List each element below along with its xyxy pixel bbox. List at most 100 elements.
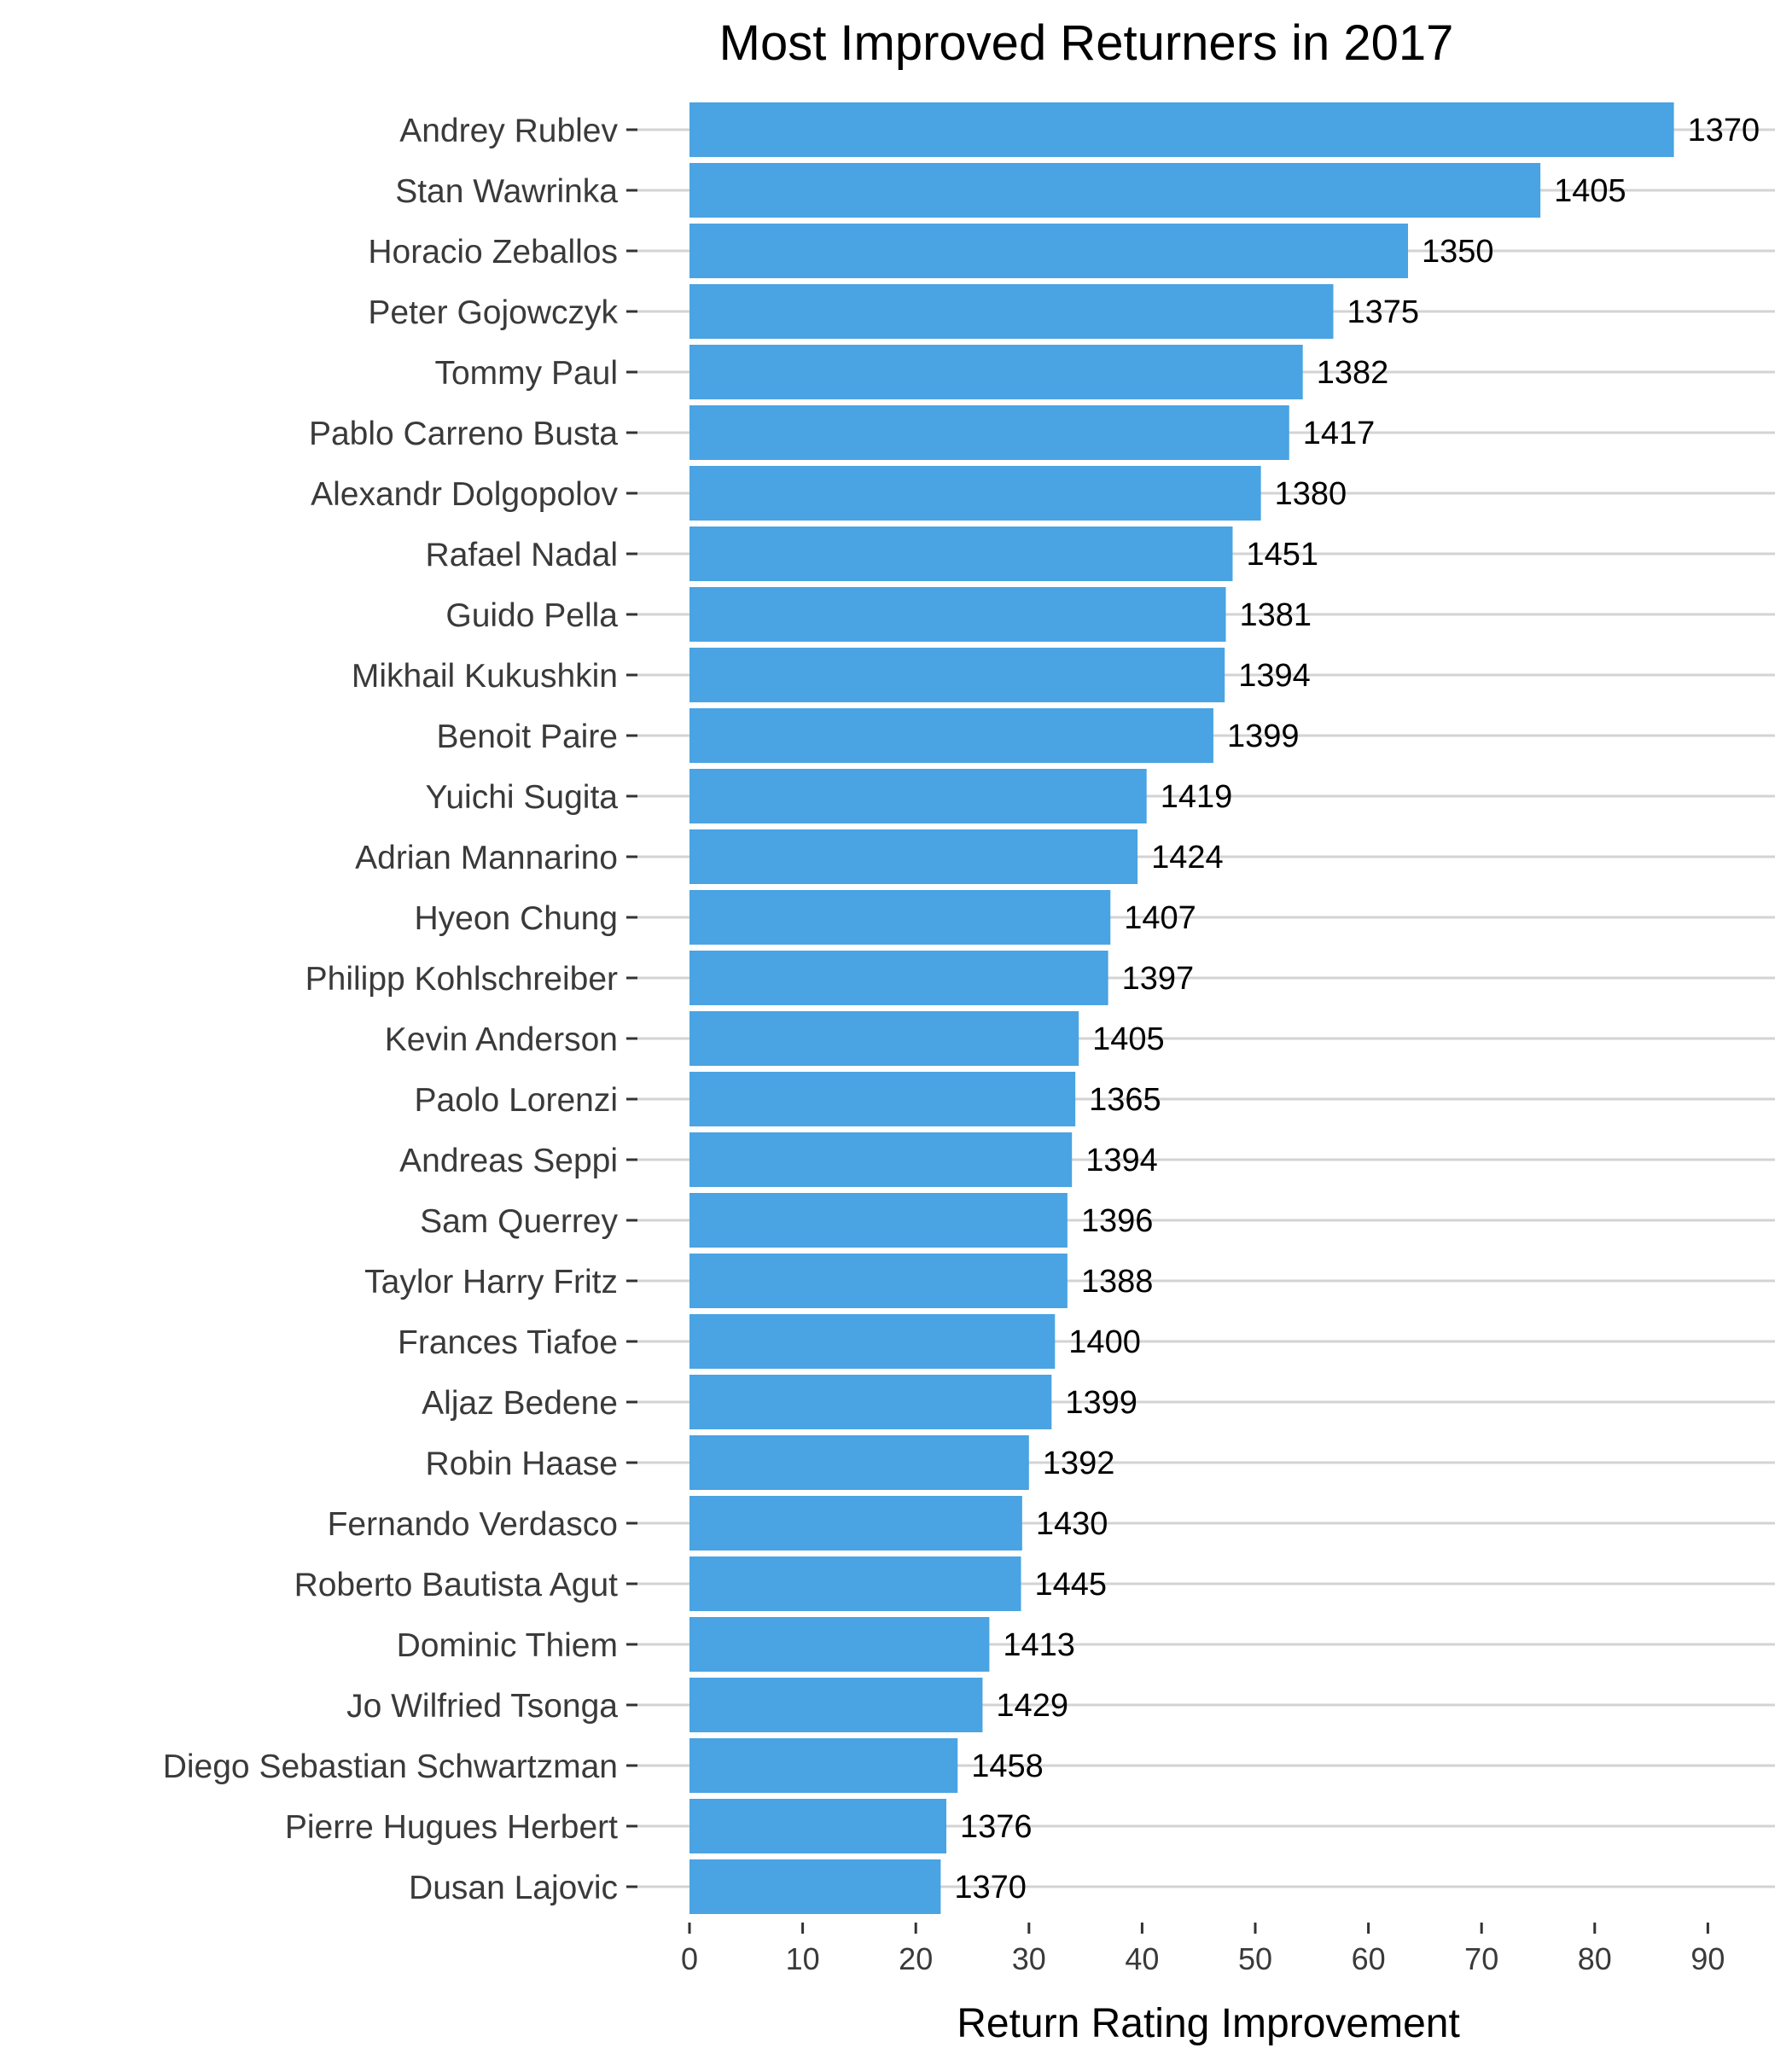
x-tick-label: 90 (1690, 1941, 1725, 1976)
data-label: 1429 (996, 1688, 1068, 1724)
bar (689, 405, 1289, 460)
x-tick-label: 60 (1352, 1941, 1386, 1976)
y-tick-label: Andrey Rublev (399, 113, 618, 149)
data-label: 1397 (1122, 961, 1195, 997)
x-tick-label: 30 (1012, 1941, 1046, 1976)
y-axis: Andrey Rublev Stan Wawrinka Horacio Zeball… (163, 113, 637, 1906)
y-tick-label: Horacio Zeballos (368, 234, 618, 271)
data-label: 1399 (1227, 719, 1300, 754)
y-tick-label: Benoit Paire (437, 719, 618, 755)
bar (689, 1799, 947, 1853)
data-label: 1413 (1003, 1627, 1075, 1663)
data-label: 1392 (1043, 1446, 1115, 1481)
bar (689, 829, 1138, 884)
y-tick-label: Roberto Bautista Agut (294, 1567, 619, 1603)
chart-title: Most Improved Returners in 2017 (719, 15, 1454, 71)
x-axis: 0 10 20 30 40 50 60 70 80 90 (681, 1923, 1725, 1976)
y-tick-label: Dominic Thiem (397, 1627, 618, 1664)
x-tick-label: 70 (1464, 1941, 1498, 1976)
y-tick-label: Yuichi Sugita (426, 779, 619, 816)
x-axis-title: Return Rating Improvement (957, 2001, 1460, 2046)
bar (689, 1132, 1073, 1187)
data-label: 1405 (1554, 173, 1626, 209)
data-label: 1407 (1124, 900, 1196, 936)
bar (689, 1859, 941, 1914)
bar (689, 769, 1147, 823)
bar (689, 1314, 1056, 1369)
bar (689, 102, 1674, 157)
data-label: 1396 (1081, 1203, 1154, 1239)
y-tick-label: Alexandr Dolgopolov (311, 476, 618, 513)
x-tick-label: 10 (786, 1941, 820, 1976)
y-tick-label: Pierre Hugues Herbert (285, 1809, 618, 1846)
x-tick-label: 20 (899, 1941, 933, 1976)
x-tick-label: 80 (1578, 1941, 1612, 1976)
data-label: 1445 (1035, 1567, 1108, 1603)
data-label: 1370 (954, 1870, 1027, 1905)
bar (689, 1738, 958, 1793)
bar (689, 224, 1409, 278)
data-label: 1430 (1036, 1506, 1108, 1542)
y-tick-label: Paolo Lorenzi (415, 1082, 619, 1119)
y-tick-label: Frances Tiafoe (398, 1324, 618, 1361)
bars (689, 102, 1674, 1914)
y-tick-label: Jo Wilfried Tsonga (346, 1688, 618, 1725)
bar (689, 163, 1541, 218)
bar (689, 1254, 1068, 1308)
bar (689, 1678, 983, 1732)
y-tick-label: Rafael Nadal (426, 537, 618, 573)
y-tick-label: Aljaz Bedene (422, 1385, 618, 1422)
y-tick-label: Hyeon Chung (415, 900, 619, 937)
data-label: 1458 (971, 1748, 1044, 1784)
y-tick-label: Diego Sebastian Schwartzman (163, 1748, 618, 1785)
data-label: 1350 (1422, 234, 1494, 270)
bar (689, 1375, 1052, 1429)
bar (689, 1617, 990, 1672)
data-label: 1381 (1240, 597, 1312, 633)
bar (689, 284, 1334, 339)
bar (689, 587, 1226, 642)
bar (689, 1496, 1022, 1551)
y-tick-label: Pablo Carreno Busta (309, 416, 618, 452)
data-label: 1417 (1303, 416, 1376, 451)
data-label: 1394 (1238, 658, 1311, 694)
y-tick-label: Taylor Harry Fritz (364, 1264, 618, 1300)
data-label: 1370 (1688, 113, 1760, 148)
bar (689, 345, 1303, 399)
y-tick-label: Peter Gojowczyk (368, 294, 618, 331)
x-tick-label: 50 (1238, 1941, 1272, 1976)
y-tick-label: Guido Pella (445, 597, 618, 634)
bar (689, 1193, 1068, 1248)
bar (689, 466, 1261, 521)
data-label: 1394 (1085, 1143, 1158, 1178)
y-tick-label: Andreas Seppi (399, 1143, 618, 1179)
data-label: 1399 (1065, 1385, 1137, 1421)
bar (689, 1011, 1079, 1066)
x-tick-label: 40 (1125, 1941, 1159, 1976)
y-tick-label: Sam Querrey (420, 1203, 618, 1240)
bar (689, 1435, 1029, 1490)
bar (689, 951, 1108, 1005)
bar (689, 648, 1225, 702)
bar (689, 1072, 1076, 1126)
y-tick-label: Adrian Mannarino (355, 840, 618, 876)
data-label: 1380 (1275, 476, 1347, 512)
data-label: 1382 (1317, 355, 1389, 391)
y-tick-label: Stan Wawrinka (395, 173, 618, 210)
y-tick-label: Fernando Verdasco (328, 1506, 618, 1543)
y-tick-label: Philipp Kohlschreiber (305, 961, 618, 998)
x-tick-label: 0 (681, 1941, 698, 1976)
y-tick-label: Dusan Lajovic (409, 1870, 618, 1906)
y-tick-label: Mikhail Kukushkin (352, 658, 618, 695)
y-tick-label: Kevin Anderson (385, 1021, 618, 1058)
data-label: 1405 (1092, 1021, 1165, 1057)
data-label: 1388 (1081, 1264, 1154, 1300)
y-tick-label: Robin Haase (426, 1446, 618, 1482)
y-tick-label: Tommy Paul (434, 355, 618, 392)
bar (689, 1556, 1021, 1611)
bar (689, 890, 1111, 945)
data-label: 1419 (1161, 779, 1233, 815)
data-label: 1400 (1068, 1324, 1141, 1360)
data-label: 1451 (1246, 537, 1318, 573)
